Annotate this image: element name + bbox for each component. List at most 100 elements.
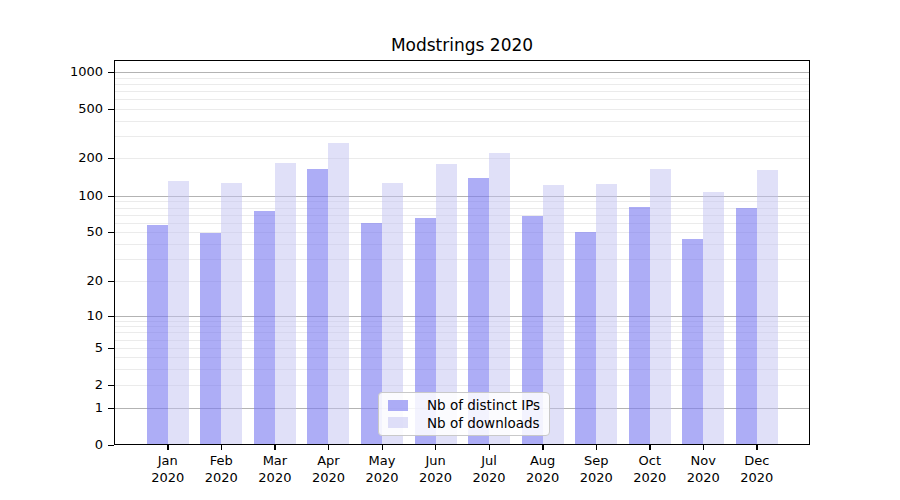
y-tick-label: 2 — [25, 376, 103, 394]
x-tick — [542, 445, 543, 450]
x-tick-month: Sep — [569, 452, 623, 469]
x-tick — [756, 445, 757, 450]
y-tick-label: 1 — [25, 399, 103, 417]
x-tick-label: Jan2020 — [141, 452, 195, 486]
x-tick-month: Apr — [301, 452, 355, 469]
y-tick — [108, 385, 114, 386]
bar-distinct-ips — [682, 239, 703, 444]
legend: Nb of distinct IPs Nb of downloads — [378, 392, 550, 436]
y-gridline-minor — [115, 121, 809, 122]
x-tick — [274, 445, 275, 450]
x-tick-month: Jun — [409, 452, 463, 469]
y-tick-label: 10 — [25, 307, 103, 325]
x-tick-label: Nov2020 — [676, 452, 730, 486]
x-tick — [703, 445, 704, 450]
y-gridline-minor — [115, 136, 809, 137]
figure: Modstrings 2020 Nb of distinct IPs Nb of… — [0, 0, 900, 500]
y-gridline-major — [115, 72, 809, 73]
x-tick — [328, 445, 329, 450]
bar-downloads — [703, 192, 724, 444]
y-gridline-minor — [115, 84, 809, 85]
y-gridline-minor — [115, 158, 809, 159]
y-gridline-minor — [115, 99, 809, 100]
x-tick-month: Oct — [623, 452, 677, 469]
legend-label-distinct-ips: Nb of distinct IPs — [427, 397, 540, 413]
x-tick-year: 2020 — [462, 469, 516, 486]
legend-swatch-distinct-ips — [388, 400, 408, 411]
y-gridline-minor — [115, 91, 809, 92]
x-tick-label: May2020 — [355, 452, 409, 486]
y-tick — [108, 408, 114, 409]
y-tick-label: 0 — [25, 436, 103, 454]
bar-distinct-ips — [736, 208, 757, 444]
bar-downloads — [757, 170, 778, 444]
x-tick-label: Jul2020 — [462, 452, 516, 486]
x-tick — [489, 445, 490, 450]
bar-downloads — [168, 181, 189, 444]
x-tick-label: Apr2020 — [301, 452, 355, 486]
x-tick-year: 2020 — [141, 469, 195, 486]
x-tick — [649, 445, 650, 450]
x-tick — [596, 445, 597, 450]
y-tick — [108, 109, 114, 110]
x-tick-month: Feb — [194, 452, 248, 469]
bar-distinct-ips — [575, 232, 596, 444]
y-tick-label: 5 — [25, 339, 103, 357]
y-tick — [108, 348, 114, 349]
x-tick — [435, 445, 436, 450]
y-tick-label: 20 — [25, 272, 103, 290]
y-tick-label: 50 — [25, 223, 103, 241]
x-tick-year: 2020 — [301, 469, 355, 486]
x-tick-year: 2020 — [355, 469, 409, 486]
x-tick-year: 2020 — [194, 469, 248, 486]
x-tick-year: 2020 — [676, 469, 730, 486]
x-tick-month: Aug — [516, 452, 570, 469]
legend-item-downloads: Nb of downloads — [388, 415, 540, 431]
x-tick-label: Feb2020 — [194, 452, 248, 486]
bar-distinct-ips — [254, 211, 275, 444]
x-tick-month: May — [355, 452, 409, 469]
bar-distinct-ips — [147, 225, 168, 444]
y-tick-label: 500 — [25, 100, 103, 118]
y-tick — [108, 232, 114, 233]
x-tick-month: Jul — [462, 452, 516, 469]
bar-distinct-ips — [307, 169, 328, 444]
bar-distinct-ips — [629, 207, 650, 444]
y-tick — [108, 196, 114, 197]
x-tick-label: Jun2020 — [409, 452, 463, 486]
legend-label-downloads: Nb of downloads — [427, 415, 540, 431]
x-tick — [167, 445, 168, 450]
x-tick-label: Oct2020 — [623, 452, 677, 486]
x-tick — [221, 445, 222, 450]
chart-title: Modstrings 2020 — [114, 35, 810, 55]
y-gridline-minor — [115, 78, 809, 79]
x-tick-year: 2020 — [569, 469, 623, 486]
x-tick-year: 2020 — [623, 469, 677, 486]
x-tick-month: Mar — [248, 452, 302, 469]
x-tick-month: Jan — [141, 452, 195, 469]
plot-area — [114, 60, 810, 445]
y-tick — [108, 72, 114, 73]
y-tick — [108, 281, 114, 282]
x-tick-label: Sep2020 — [569, 452, 623, 486]
y-tick — [108, 158, 114, 159]
legend-swatch-downloads — [388, 417, 408, 428]
x-tick-year: 2020 — [516, 469, 570, 486]
y-tick-label: 200 — [25, 149, 103, 167]
x-tick-label: Aug2020 — [516, 452, 570, 486]
x-tick-label: Dec2020 — [730, 452, 784, 486]
bar-downloads — [650, 169, 671, 444]
x-tick-year: 2020 — [730, 469, 784, 486]
x-tick-year: 2020 — [248, 469, 302, 486]
y-tick-label: 100 — [25, 187, 103, 205]
bar-downloads — [596, 184, 617, 444]
x-tick-year: 2020 — [409, 469, 463, 486]
x-tick — [382, 445, 383, 450]
bar-downloads — [328, 143, 349, 444]
y-tick — [108, 316, 114, 317]
y-tick-label: 1000 — [25, 63, 103, 81]
bar-downloads — [275, 163, 296, 444]
x-tick-month: Dec — [730, 452, 784, 469]
x-tick-label: Mar2020 — [248, 452, 302, 486]
legend-item-distinct-ips: Nb of distinct IPs — [388, 397, 540, 413]
